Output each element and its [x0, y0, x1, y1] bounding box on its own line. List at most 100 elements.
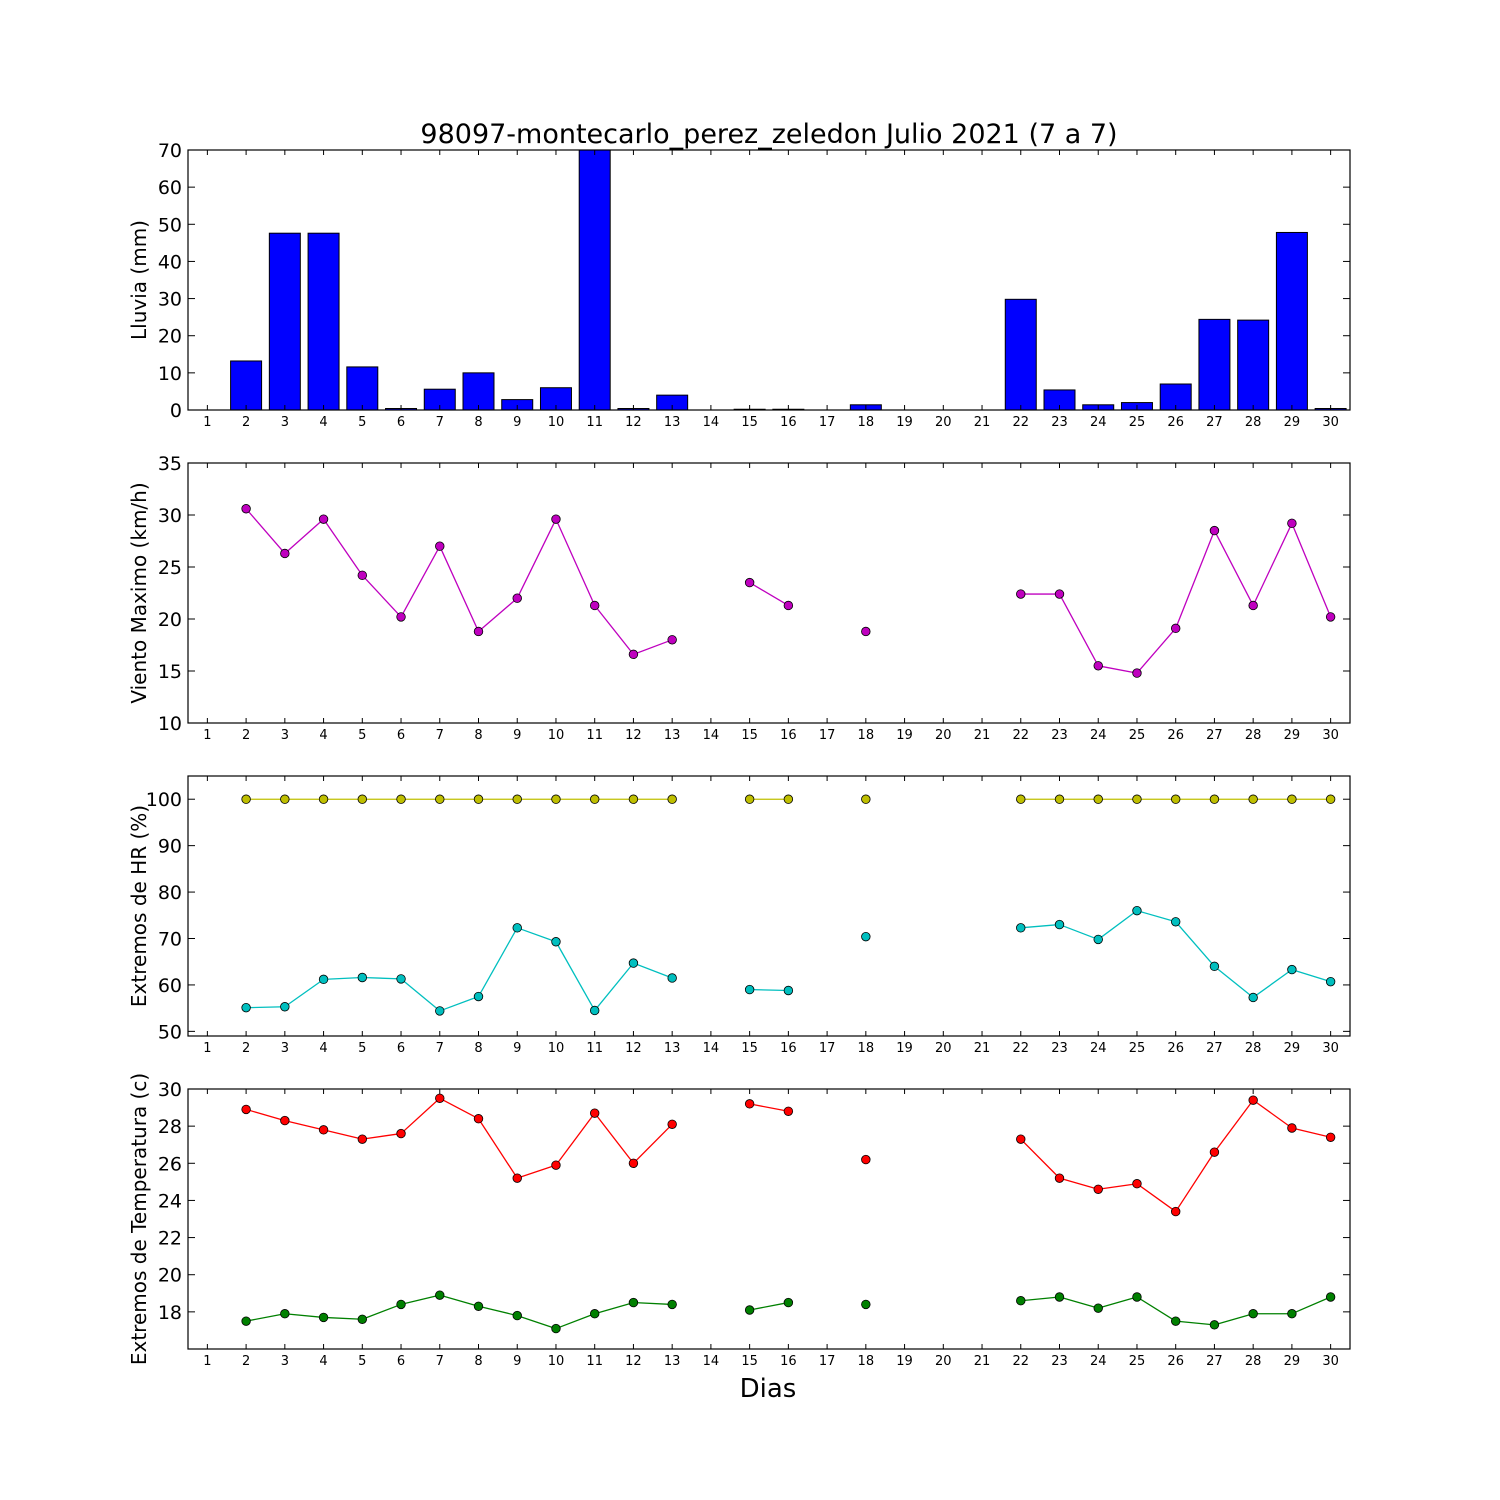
- data-point: [1170, 917, 1181, 927]
- data-point: [435, 1093, 445, 1103]
- x-tick-label: 8: [474, 415, 482, 430]
- series-line-segment: [400, 1294, 440, 1306]
- y-tick-label: 10: [158, 713, 182, 735]
- x-tick-label: 13: [664, 415, 681, 430]
- rain-bar: [1198, 318, 1231, 411]
- y-axis-label: Extremos de HR (%): [127, 805, 151, 1007]
- data-point: [744, 794, 755, 804]
- data-point: [783, 985, 794, 996]
- x-tick-label: 14: [703, 415, 720, 430]
- data-point: [1093, 661, 1103, 671]
- series-line-segment: [400, 545, 441, 618]
- data-point: [667, 973, 677, 983]
- x-tick-label: 30: [1322, 1354, 1339, 1369]
- x-tick-label: 9: [513, 728, 521, 743]
- x-tick-label: 20: [935, 415, 952, 430]
- series-line-segment: [749, 1301, 789, 1311]
- data-point: [1016, 589, 1026, 599]
- y-tick-label: 60: [158, 177, 182, 199]
- data-point: [512, 1173, 522, 1183]
- x-tick-label: 2: [242, 415, 250, 430]
- series-line-segment: [1020, 923, 1060, 929]
- series-line-segment: [1020, 1296, 1060, 1302]
- series-line-segment: [555, 518, 596, 606]
- data-point: [280, 794, 290, 804]
- y-tick-label: 0: [170, 400, 182, 422]
- rain-bar: [268, 232, 301, 411]
- series-line-segment: [749, 988, 789, 992]
- series-line-segment: [323, 1129, 363, 1140]
- data-point: [1287, 1309, 1297, 1319]
- data-point: [435, 541, 445, 551]
- x-tick-label: 2: [242, 1354, 250, 1369]
- x-tick-label: 15: [741, 728, 758, 743]
- data-point: [861, 794, 871, 804]
- figure-title: 98097-montecarlo_perez_zeledon Julio 202…: [420, 119, 1117, 150]
- data-point: [1209, 961, 1220, 972]
- y-tick-label: 35: [158, 453, 182, 475]
- x-tick-label: 28: [1245, 728, 1262, 743]
- data-point: [357, 794, 368, 804]
- series-line-segment: [1175, 1151, 1215, 1212]
- series-line-segment: [1214, 965, 1254, 998]
- x-tick-label: 27: [1206, 415, 1223, 430]
- y-tick-label: 25: [158, 557, 182, 579]
- x-tick-label: 1: [203, 1354, 211, 1369]
- data-point: [473, 1301, 484, 1311]
- data-point: [241, 794, 251, 804]
- x-tick-label: 28: [1245, 415, 1262, 430]
- x-tick-label: 28: [1245, 1354, 1262, 1369]
- x-tick-label: 19: [896, 1354, 913, 1369]
- x-tick-label: 16: [780, 1041, 797, 1056]
- x-tick-label: 30: [1322, 415, 1339, 430]
- series-line-segment: [749, 1103, 789, 1112]
- series-line-segment: [1097, 910, 1138, 940]
- data-point: [590, 1005, 600, 1016]
- data-point: [1054, 1173, 1065, 1183]
- x-tick-label: 25: [1129, 728, 1146, 743]
- x-tick-label: 2: [242, 1041, 250, 1056]
- data-point: [1248, 600, 1258, 611]
- x-tick-label: 7: [436, 1041, 444, 1056]
- series-line-segment: [400, 978, 441, 1012]
- series-line-segment: [633, 1301, 673, 1306]
- data-point: [551, 1323, 561, 1334]
- series-line-segment: [245, 508, 286, 554]
- x-tick-label: 27: [1206, 728, 1223, 743]
- x-tick-label: 19: [896, 1041, 913, 1056]
- data-point: [1325, 1132, 1336, 1142]
- data-point: [241, 1104, 251, 1115]
- data-point: [241, 504, 251, 514]
- series-line-segment: [1291, 1296, 1331, 1315]
- data-point: [318, 794, 329, 804]
- series-line-segment: [1291, 1127, 1331, 1138]
- x-tick-label: 6: [397, 728, 405, 743]
- x-tick-label: 26: [1167, 1354, 1184, 1369]
- data-point: [744, 1305, 755, 1315]
- data-point: [1287, 1123, 1297, 1133]
- data-point: [357, 1134, 368, 1144]
- series-line-segment: [1175, 1320, 1215, 1326]
- series-line-segment: [1213, 530, 1254, 606]
- x-tick-label: 16: [780, 415, 797, 430]
- series-line-segment: [284, 1313, 324, 1319]
- series-line-segment: [1252, 1099, 1293, 1129]
- data-point: [590, 600, 600, 611]
- series-line-segment: [478, 1305, 518, 1317]
- data-point: [280, 548, 290, 559]
- x-tick-label: 6: [397, 1354, 405, 1369]
- x-tick-label: 10: [548, 1041, 565, 1056]
- data-point: [1287, 964, 1297, 975]
- data-point: [628, 649, 639, 660]
- y-tick-label: 30: [158, 505, 182, 527]
- y-tick-label: 18: [158, 1302, 182, 1324]
- data-point: [1132, 1292, 1142, 1302]
- data-point: [512, 593, 522, 603]
- series-line-segment: [1136, 627, 1177, 674]
- rain-bar: [346, 366, 379, 411]
- data-point: [590, 1108, 600, 1118]
- data-point: [628, 958, 639, 968]
- data-point: [396, 794, 406, 804]
- data-point: [1209, 525, 1220, 536]
- series-line-segment: [632, 1123, 673, 1164]
